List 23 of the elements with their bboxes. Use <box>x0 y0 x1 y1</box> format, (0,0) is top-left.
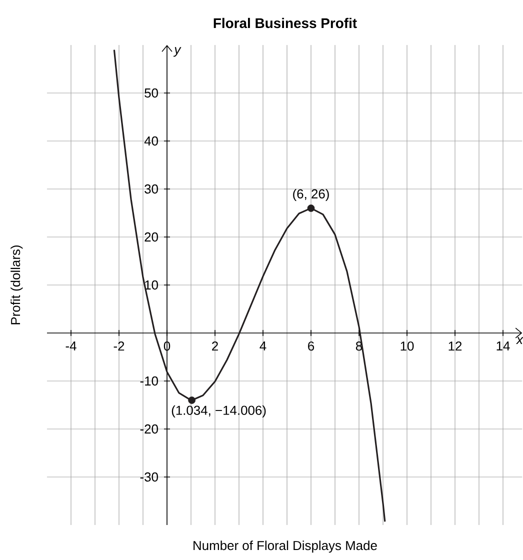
y-tick-label: -20 <box>140 424 158 434</box>
x-tick-label: 4 <box>260 342 266 350</box>
y-tick-label: 30 <box>144 184 158 194</box>
y-tick-label: 40 <box>144 136 158 146</box>
annotation: x <box>516 337 523 344</box>
x-tick-label: 14 <box>496 342 510 350</box>
chart-title: Floral Business Profit <box>214 18 357 28</box>
y-tick-label: 20 <box>144 232 158 242</box>
x-tick-label: 2 <box>212 341 218 351</box>
x-axis-title: Number of Floral Displays Made <box>194 540 377 553</box>
annotation: y <box>173 47 182 57</box>
x-tick-label: -4 <box>66 342 76 350</box>
y-tick-label: 10 <box>145 280 158 290</box>
x-tick-label: 12 <box>448 341 462 351</box>
annotation: (6, 26) <box>293 188 329 202</box>
annotation: (1.034, −14.006) <box>172 405 266 418</box>
y-tick-label: -10 <box>140 376 158 386</box>
x-tick-label: 10 <box>400 341 414 351</box>
y-tick-label: 50 <box>144 88 158 98</box>
y-axis-title: Profit (dollars) <box>10 246 23 324</box>
x-tick-label: 6 <box>308 341 314 351</box>
y-tick-label: -30 <box>140 472 158 482</box>
x-tick-label: -2 <box>114 341 124 351</box>
